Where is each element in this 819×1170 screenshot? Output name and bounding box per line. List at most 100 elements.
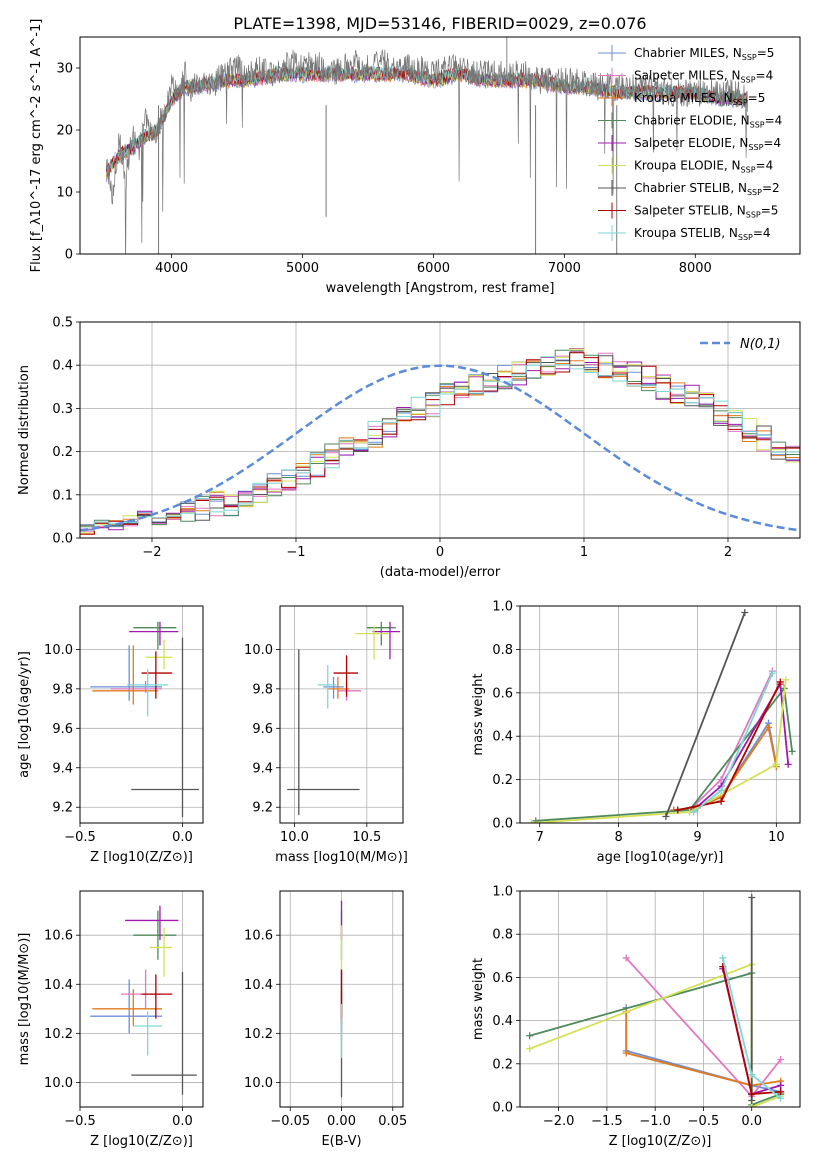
y-tick-label: 10.0 — [244, 1076, 273, 1091]
weight-point — [777, 1055, 785, 1063]
weight-point — [622, 1049, 630, 1057]
plot-area — [90, 621, 199, 818]
y-tick-label: 10.2 — [244, 1027, 273, 1042]
legend-label: Chabrier STELIB, NSSP=2 — [634, 181, 780, 197]
x-axis-label: Z [log10(Z/Z⊙)] — [90, 1134, 193, 1149]
x-tick-label: 9 — [693, 830, 701, 845]
x-tick-label: 8 — [614, 830, 622, 845]
histogram-step — [80, 348, 800, 531]
y-tick-label: 0.6 — [492, 686, 513, 701]
x-tick-label: 0 — [436, 545, 444, 560]
y-tick-label: 0.4 — [492, 730, 513, 745]
axes-frame — [279, 605, 404, 824]
y-tick-label: 0.2 — [492, 773, 513, 788]
weight-point — [526, 1045, 534, 1053]
plot-area — [105, 37, 748, 254]
histogram-step — [80, 356, 800, 531]
y-tick-label: 10 — [56, 186, 73, 201]
legend-label: Salpeter MILES, NSSP=4 — [634, 69, 773, 85]
panel-spectrum: 4000 5000 6000 7000 8000 0 10 20 30 wavelength [A… — [29, 19, 801, 296]
x-tick-label: 7 — [536, 830, 544, 845]
y-tick-label: 9.4 — [252, 761, 273, 776]
weight-point — [748, 1071, 756, 1079]
weight-point — [768, 669, 776, 677]
y-tick-label: 20 — [56, 124, 73, 139]
x-tick-label: 5000 — [286, 261, 319, 276]
axes-frame — [79, 321, 801, 539]
x-tick-label: 10.0 — [280, 830, 309, 845]
x-axis-label: Z [log10(Z/Z⊙)] — [90, 850, 193, 865]
legend: Chabrier MILES, NSSP=5 Salpeter MILES, NS… — [598, 45, 782, 242]
y-tick-label: 9.2 — [252, 801, 273, 816]
x-tick-label: 4000 — [155, 261, 188, 276]
histogram-step — [80, 348, 800, 534]
y-tick-label: 9.8 — [252, 682, 273, 697]
y-tick-label: 0.8 — [492, 928, 513, 943]
y-tick-label: 10.6 — [244, 929, 273, 944]
y-tick-label: 0.6 — [492, 971, 513, 986]
plot-area — [526, 893, 785, 1107]
plot-area — [528, 609, 796, 823]
weight-point — [717, 797, 725, 805]
y-tick-label: 10.0 — [44, 643, 73, 658]
x-tick-label: −1.0 — [639, 1114, 671, 1129]
x-tick-label: −1.5 — [591, 1114, 623, 1129]
y-axis-label: mass [log10(M/M⊙)] — [17, 933, 32, 1066]
weight-point — [777, 1081, 785, 1089]
legend-label: Chabrier MILES, NSSP=5 — [634, 46, 774, 62]
plot-area — [287, 621, 401, 816]
x-tick-label: 0.05 — [378, 1114, 407, 1129]
panel-residuals: −2 −1 0 1 2 0.0 0.1 0.2 0.3 0.4 0.5 (data-model)/er… — [17, 316, 801, 580]
x-tick-label: 10.5 — [352, 830, 381, 845]
weight-line — [673, 725, 778, 811]
weight-point — [777, 1094, 785, 1102]
weight-point — [717, 786, 725, 794]
weight-point — [764, 724, 772, 732]
legend-label: N(0,1) — [740, 337, 781, 352]
x-tick-label: 8000 — [679, 261, 712, 276]
x-axis-label: wavelength [Angstrom, rest frame] — [326, 281, 555, 296]
panel-weight_vs_Z: −2.0 −1.5 −1.0 −0.5 0.0 0.0 0.2 0.4 0.6 0.8 1.0 Z [… — [471, 885, 801, 1149]
x-tick-label: 6000 — [417, 261, 450, 276]
weight-point — [622, 954, 630, 962]
y-tick-label: 10.4 — [244, 978, 273, 993]
axes-frame — [519, 890, 801, 1108]
legend-label: Chabrier ELODIE, NSSP=4 — [634, 114, 782, 130]
legend-label: Kroupa STELIB, NSSP=4 — [634, 226, 771, 242]
y-axis-label: Flux [f_λ10^-17 erg cm^-2 s^-1 A^-1] — [29, 19, 44, 273]
x-axis-label: age [log10(age/yr)] — [597, 850, 724, 865]
x-tick-label: −0.05 — [270, 1114, 310, 1129]
weight-point — [748, 893, 756, 901]
legend-label: Salpeter ELODIE, NSSP=4 — [634, 136, 781, 152]
weight-point — [690, 808, 698, 816]
weight-point — [528, 819, 536, 823]
weight-line — [535, 686, 793, 822]
y-tick-label: 0.0 — [52, 532, 73, 547]
y-tick-label: 0 — [65, 248, 73, 263]
legend: N(0,1) — [700, 337, 781, 352]
plot-area — [80, 348, 800, 535]
axes-frame — [79, 605, 204, 824]
axes-frame — [79, 36, 801, 255]
y-tick-label: 0.0 — [492, 817, 513, 832]
gaussian-curve — [80, 364, 800, 532]
y-tick-label: 0.5 — [52, 316, 73, 331]
weight-point — [748, 1103, 756, 1107]
y-tick-label: 10.2 — [44, 1027, 73, 1042]
y-axis-label: age [log10(age/yr)] — [17, 651, 32, 778]
y-tick-label: 0.1 — [52, 488, 73, 503]
y-tick-label: 10.0 — [44, 1076, 73, 1091]
weight-point — [784, 760, 792, 768]
histogram-step — [80, 355, 800, 526]
weight-line — [692, 681, 790, 811]
x-tick-label: 0.0 — [172, 830, 193, 845]
x-tick-label: 1 — [580, 545, 588, 560]
panel-weight_vs_age: 7 8 9 10 0.0 0.2 0.4 0.6 0.8 1.0 age [log10(age/yr… — [471, 600, 801, 865]
x-tick-label: 0.0 — [741, 1114, 762, 1129]
y-tick-label: 9.8 — [52, 682, 73, 697]
weight-point — [719, 954, 727, 962]
axes-frame — [279, 890, 404, 1108]
y-tick-label: 9.6 — [252, 722, 273, 737]
